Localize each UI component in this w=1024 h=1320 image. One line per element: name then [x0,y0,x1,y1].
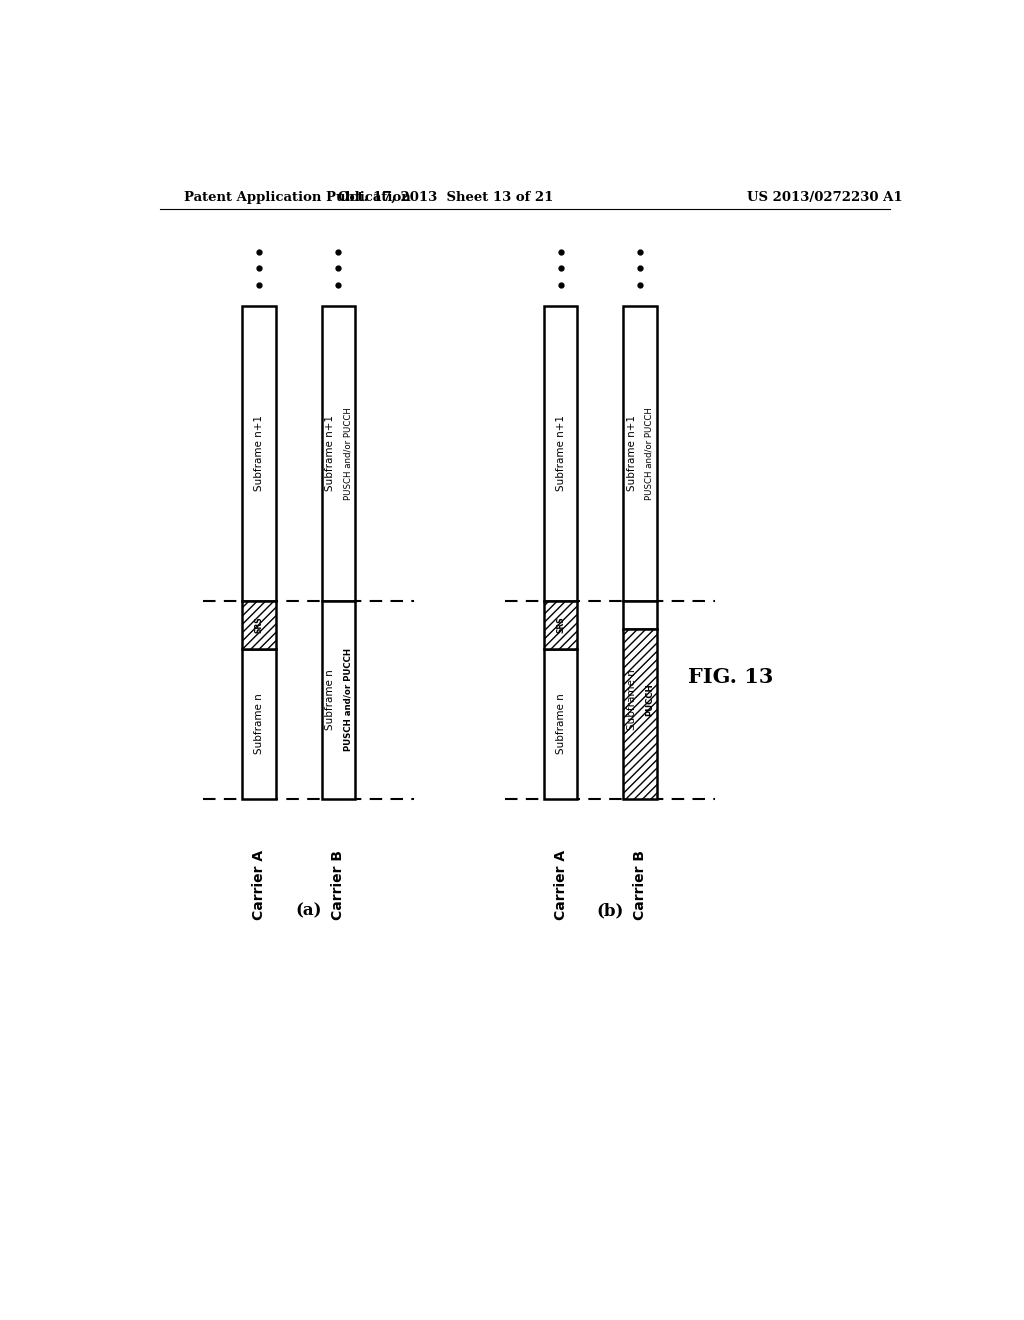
Bar [243,649,275,799]
Text: Subframe n+1: Subframe n+1 [627,416,637,491]
Text: SRS: SRS [254,616,263,634]
Text: PUSCH and/or PUCCH: PUSCH and/or PUCCH [343,648,352,751]
Bar [624,601,656,630]
Bar [243,306,275,601]
Text: Carrier B: Carrier B [633,850,647,920]
Bar [243,601,275,649]
Bar [624,306,656,601]
Text: PUSCH and/or PUCCH: PUSCH and/or PUCCH [645,407,654,499]
Text: Subframe n+1: Subframe n+1 [326,416,336,491]
Text: Subframe n: Subframe n [254,693,264,755]
Text: SRS: SRS [556,616,565,634]
Text: PUCCH: PUCCH [645,684,654,715]
Text: Carrier A: Carrier A [554,850,567,920]
Text: Subframe n: Subframe n [326,669,336,730]
Text: Subframe n+1: Subframe n+1 [555,416,565,491]
Bar [544,649,578,799]
Text: Carrier B: Carrier B [332,850,345,920]
Text: Oct. 17, 2013  Sheet 13 of 21: Oct. 17, 2013 Sheet 13 of 21 [338,190,553,203]
Bar [544,601,578,649]
Text: FIG. 13: FIG. 13 [688,667,774,686]
Text: Carrier A: Carrier A [252,850,266,920]
Text: US 2013/0272230 A1: US 2013/0272230 A1 [748,190,902,203]
Bar [322,601,355,799]
Text: PUSCH and/or PUCCH: PUSCH and/or PUCCH [343,407,352,499]
Text: Patent Application Publication: Patent Application Publication [183,190,411,203]
Text: Subframe n: Subframe n [555,693,565,755]
Text: Subframe n+1: Subframe n+1 [254,416,264,491]
Bar [322,306,355,601]
Bar [624,630,656,799]
Text: (a): (a) [296,902,323,919]
Text: Subframe n: Subframe n [627,669,637,730]
Text: (b): (b) [597,902,625,919]
Bar [544,306,578,601]
